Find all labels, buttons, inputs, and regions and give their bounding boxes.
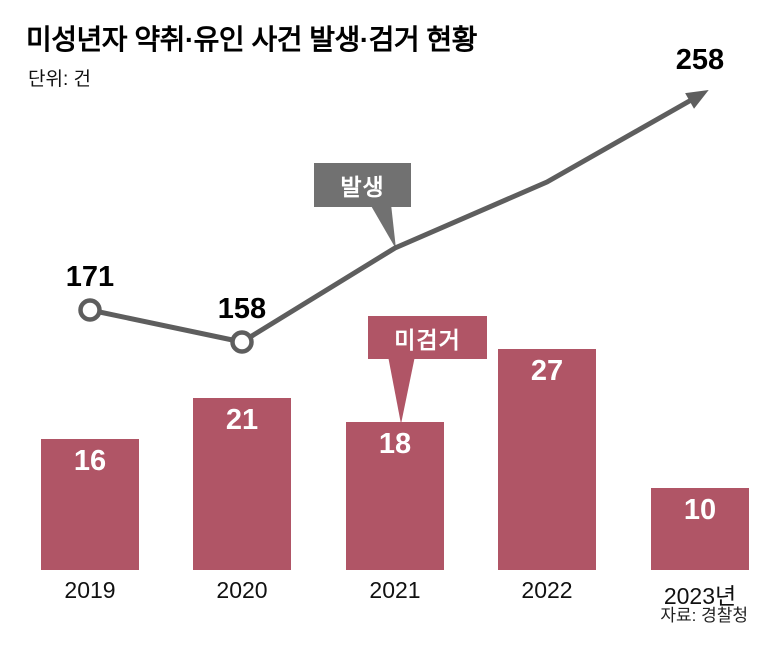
bar-value-label-2019: 16	[73, 445, 107, 477]
bar-value-label-2021: 18	[378, 428, 412, 460]
axis-label-2021: 2021	[369, 577, 421, 603]
axis-label-2023: 2023년	[663, 583, 737, 609]
line-value-label-2023: 258	[675, 44, 725, 76]
bar-2022: 27	[498, 349, 596, 570]
axis-label-2020: 2020	[216, 577, 268, 603]
bar-2023: 10	[651, 488, 749, 570]
source-label: 자료: 경찰청	[660, 606, 748, 625]
line-value-label-2019: 171	[65, 261, 115, 293]
bar-value-label-2023: 10	[683, 494, 717, 526]
axis-label-2022: 2022	[521, 577, 573, 603]
callout-line-series-label: 발생	[314, 163, 411, 207]
bar-2019: 16	[41, 439, 139, 570]
bar-2020: 21	[193, 398, 291, 570]
unit-label: 단위: 건	[28, 69, 91, 90]
callout-bar-series-label: 미검거	[368, 316, 487, 359]
bar-value-label-2020: 21	[225, 404, 259, 436]
bar-value-label-2022: 27	[530, 355, 564, 387]
bar-2021: 18	[346, 422, 444, 570]
axis-label-2019: 2019	[64, 577, 116, 603]
line-value-label-2020: 158	[217, 293, 267, 325]
chart-title: 미성년자 약취·유인 사건 발생·검거 현황	[26, 24, 477, 55]
